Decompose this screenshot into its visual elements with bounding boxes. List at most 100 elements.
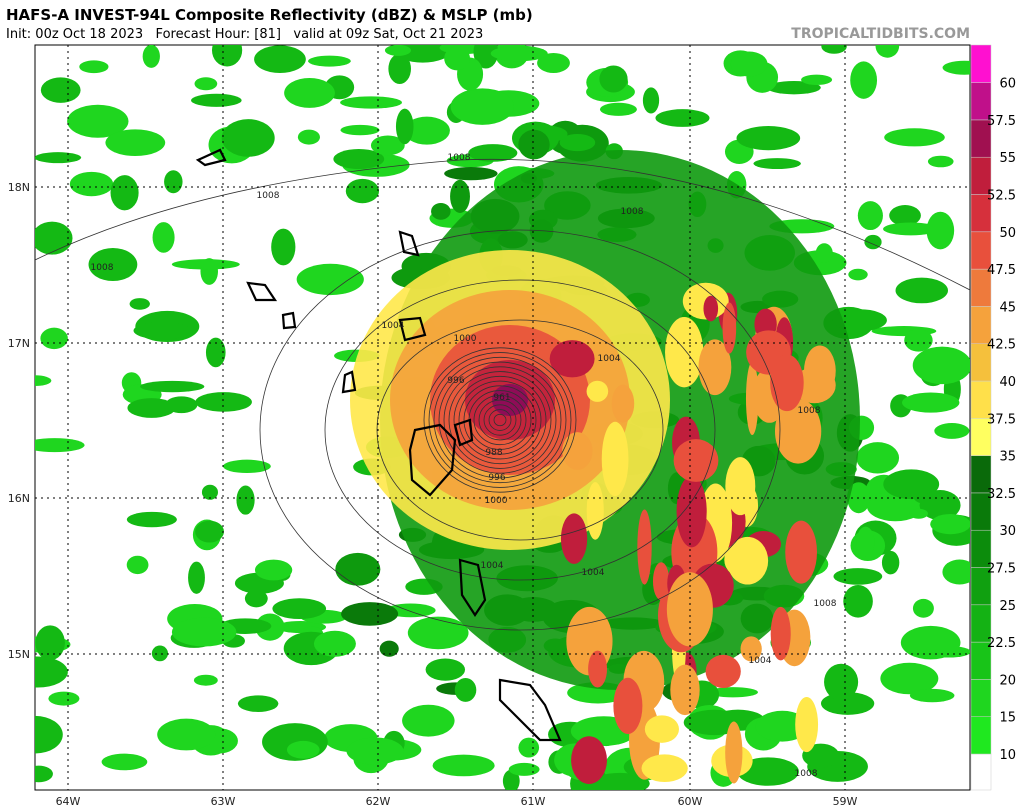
- rain-cell: [171, 259, 240, 270]
- isobar: [478, 399, 522, 441]
- colorbar-label: 27.5: [987, 562, 1016, 577]
- rainband: [601, 421, 629, 497]
- longitude-label: 59W: [833, 795, 858, 808]
- isobar: [463, 385, 537, 455]
- rainband: [725, 721, 743, 784]
- colorbar-swatch: [970, 753, 992, 791]
- rain-cell: [35, 152, 82, 164]
- rain-cell: [402, 704, 455, 737]
- island: [246, 281, 278, 302]
- rain-cell: [67, 104, 129, 138]
- isobar: [324, 279, 716, 581]
- rain-cell: [883, 469, 940, 500]
- rainband: [774, 398, 822, 464]
- rain-cell: [35, 656, 68, 688]
- colorbar-label: 30: [999, 524, 1016, 539]
- longitude-label: 61W: [521, 795, 546, 808]
- rain-cell: [221, 119, 275, 157]
- island: [398, 230, 420, 257]
- rain-cell: [444, 46, 471, 71]
- latitude-label: 17N: [8, 337, 30, 350]
- rain-cell: [912, 346, 970, 385]
- colorbar-label: 60: [999, 77, 1016, 92]
- rain-cell: [40, 77, 81, 103]
- longitude-label: 64W: [56, 795, 81, 808]
- rain-cell: [48, 691, 80, 706]
- isobar-label: 996: [488, 473, 505, 483]
- rain-cell: [35, 715, 63, 754]
- isobars: [35, 158, 970, 631]
- isobar-label: 1008: [448, 153, 471, 163]
- rain-cell: [753, 158, 801, 170]
- rain-cell: [101, 753, 148, 771]
- rain-cell: [821, 45, 847, 54]
- rainband: [724, 540, 768, 579]
- rainband: [705, 654, 741, 688]
- rainband: [586, 482, 604, 540]
- longitude-label: 63W: [211, 795, 236, 808]
- rain-cell: [843, 584, 873, 618]
- isobar: [259, 229, 781, 631]
- rainband: [652, 562, 670, 601]
- rain-cell: [883, 222, 939, 236]
- rain-cell: [35, 438, 85, 453]
- rainband: [641, 754, 688, 783]
- subtitle: Init: 00z Oct 18 2023 Forecast Hour: [81…: [6, 27, 483, 42]
- rainband: [703, 295, 719, 322]
- rainband: [670, 664, 700, 716]
- isobar: [458, 380, 542, 460]
- isobar: [376, 319, 664, 541]
- rain-cell: [271, 228, 296, 266]
- rain-cell: [388, 53, 412, 84]
- rain-cell: [833, 568, 883, 585]
- colorbar-label: 20: [999, 673, 1016, 688]
- rain-cell: [340, 96, 402, 109]
- rain-cell: [942, 559, 970, 585]
- rain-cell: [35, 375, 52, 387]
- rain-cell: [395, 108, 414, 145]
- rain-cell: [244, 589, 268, 608]
- rain-cell: [599, 65, 628, 93]
- colorbar-label: 10: [999, 748, 1016, 763]
- rain-cell: [211, 45, 243, 67]
- rain-cell: [856, 442, 900, 474]
- rainband: [698, 339, 732, 396]
- isobar: [448, 371, 552, 469]
- longitude-label: 60W: [678, 795, 703, 808]
- rain-cell: [912, 598, 934, 618]
- rain-cell: [450, 179, 470, 213]
- rain-cell: [297, 129, 320, 145]
- rain-cell: [930, 513, 970, 535]
- rain-cell: [518, 737, 540, 758]
- colorbar-label: 57.5: [987, 114, 1016, 129]
- rain-cell: [193, 674, 218, 686]
- rain-cell: [151, 645, 168, 662]
- rainband: [785, 520, 817, 584]
- rain-cell: [736, 126, 801, 151]
- rain-cell: [88, 248, 138, 282]
- colorbar-label: 42.5: [987, 338, 1016, 353]
- isobar-label: 1004: [598, 354, 621, 364]
- rain-cell: [832, 309, 887, 332]
- rain-cell: [188, 561, 205, 594]
- graticule: [35, 45, 970, 790]
- rainband: [793, 367, 836, 404]
- rain-cell: [824, 663, 859, 701]
- colorbar-label: 35: [999, 450, 1016, 465]
- rain-cell: [767, 80, 821, 95]
- rain-cell: [407, 616, 469, 650]
- rainband: [722, 302, 737, 354]
- rain-cell: [237, 695, 279, 712]
- island: [281, 311, 297, 330]
- rainband: [562, 432, 593, 470]
- rain-cell: [346, 737, 404, 765]
- colorbar-label: 32.5: [987, 487, 1016, 502]
- rainband: [611, 384, 635, 423]
- colorbar-label: 52.5: [987, 189, 1016, 204]
- isobar-label: 1004: [481, 561, 504, 571]
- rain-cell: [942, 60, 970, 75]
- rainband: [795, 696, 819, 753]
- rain-cell: [126, 555, 149, 575]
- core: [492, 384, 528, 416]
